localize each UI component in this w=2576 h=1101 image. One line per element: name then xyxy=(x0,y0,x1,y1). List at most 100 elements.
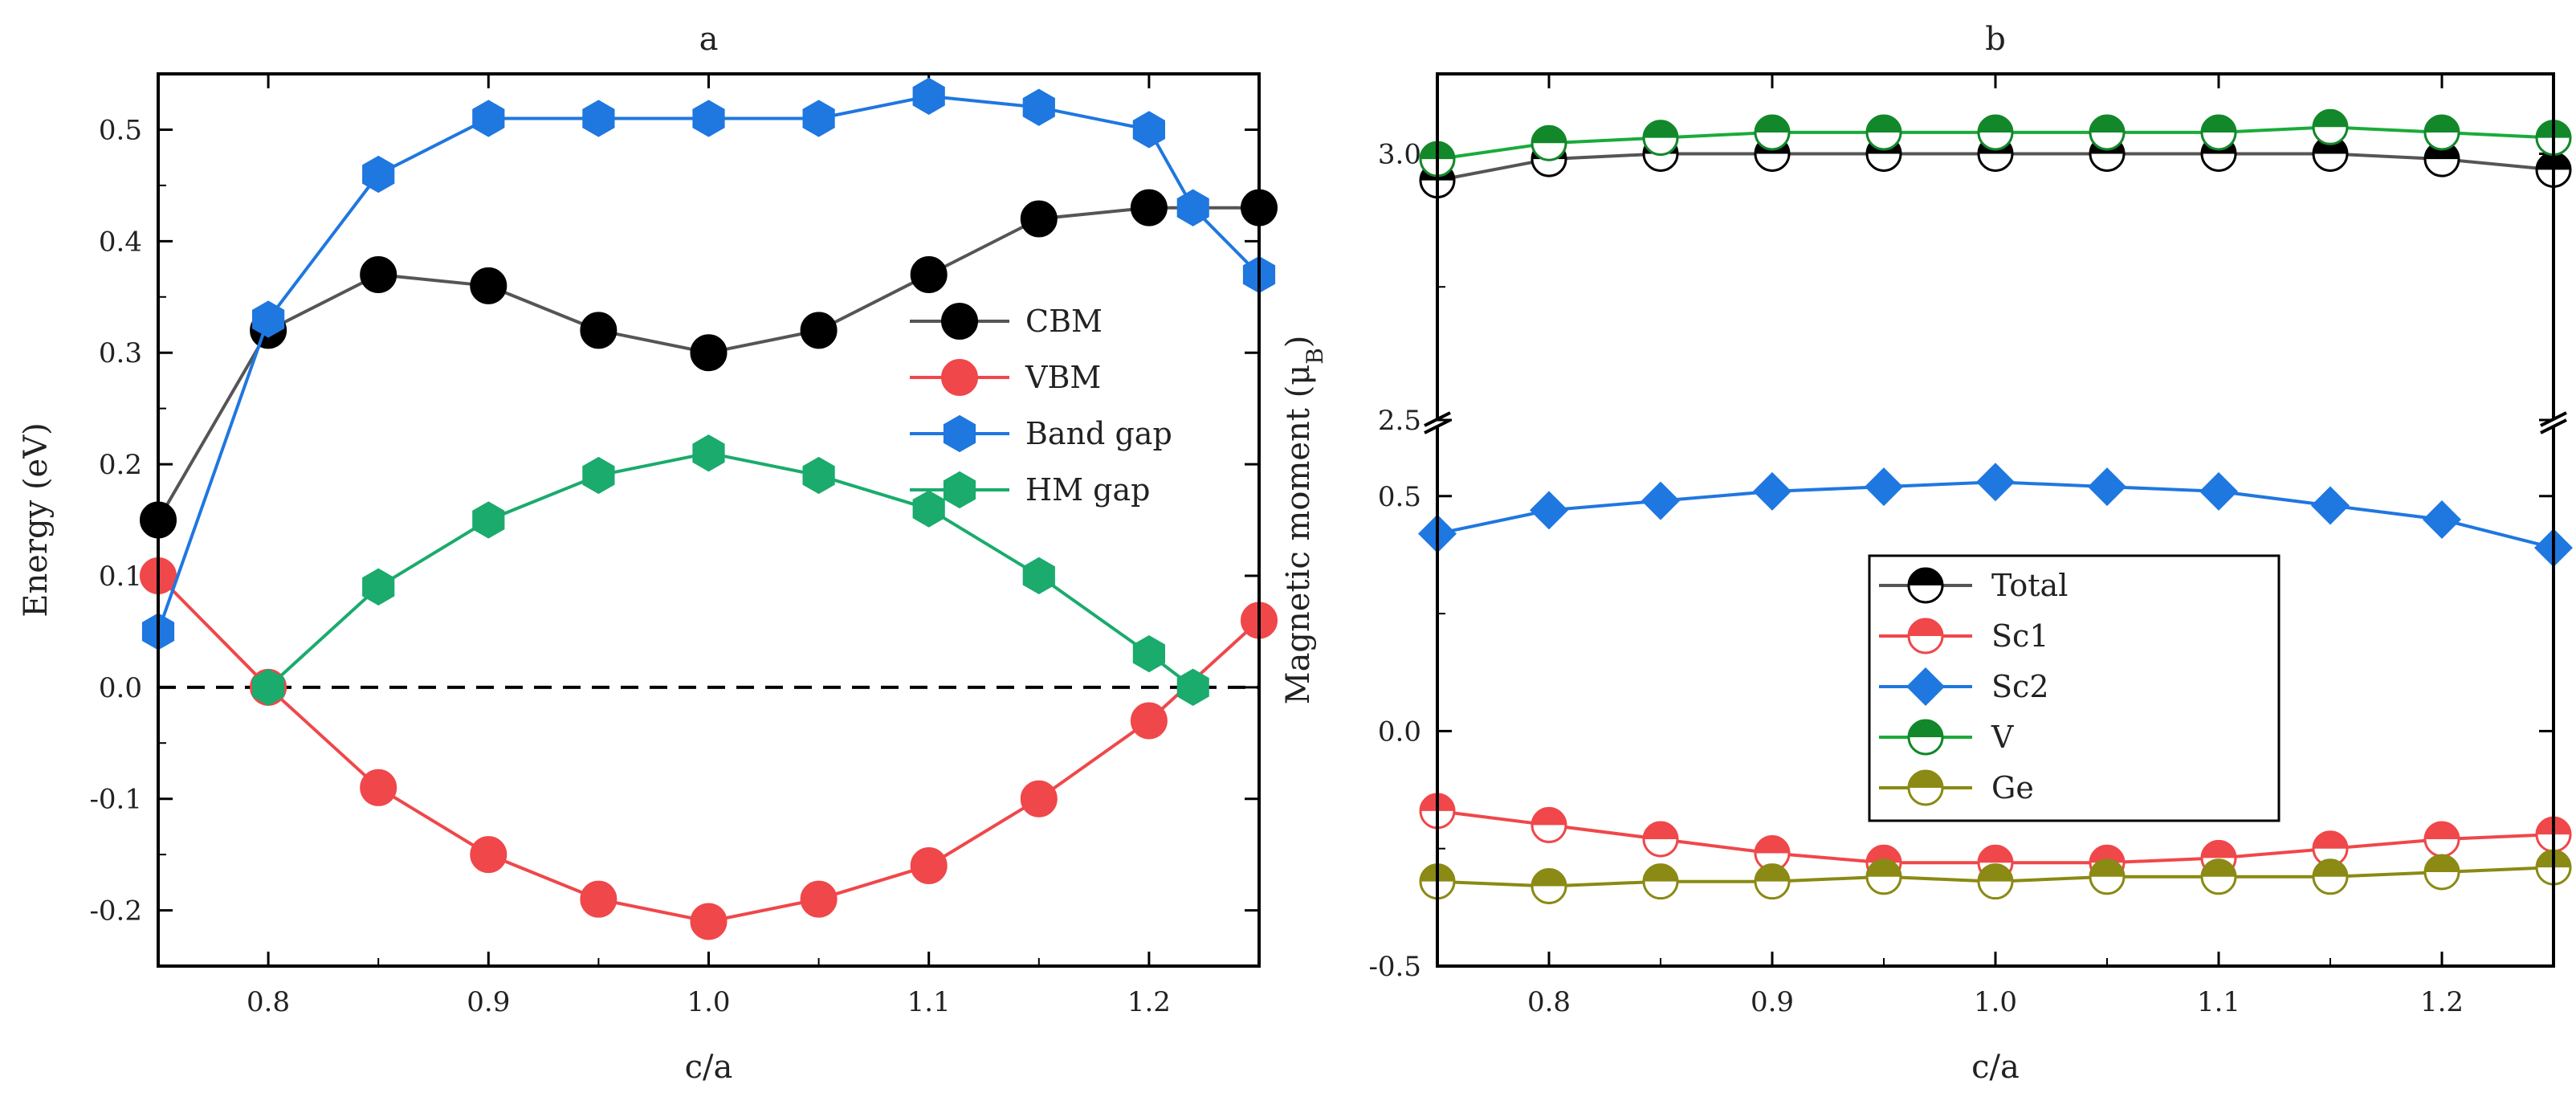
legend-marker xyxy=(943,471,976,509)
data-point xyxy=(1977,114,2014,151)
data-point xyxy=(2312,858,2349,895)
data-point xyxy=(470,836,507,874)
panel-a-title: a xyxy=(699,21,719,58)
legend-marker xyxy=(943,414,976,453)
data-point-fill xyxy=(1644,120,1677,138)
data-point xyxy=(1176,189,1209,226)
x-tick-label: 1.2 xyxy=(1127,986,1171,1018)
legend-label: Sc1 xyxy=(1991,618,2049,654)
legend-marker-fill xyxy=(1909,569,1942,585)
y-tick-label: -0.2 xyxy=(89,895,142,928)
data-point xyxy=(582,456,615,495)
data-point xyxy=(692,434,725,472)
legend-label: HM gap xyxy=(1025,472,1150,508)
x-tick-label: 1.1 xyxy=(907,986,951,1018)
data-point-fill xyxy=(2090,859,2124,877)
data-point xyxy=(1976,463,2015,502)
legend-marker xyxy=(1907,567,1944,604)
data-point xyxy=(690,334,728,372)
data-point xyxy=(2423,854,2460,891)
data-point-fill xyxy=(1755,864,1789,882)
data-point xyxy=(362,568,395,606)
series-v xyxy=(1419,108,2572,177)
x-tick-label: 1.1 xyxy=(2197,986,2240,1018)
data-point xyxy=(2200,858,2237,895)
series-sc2 xyxy=(1418,463,2573,568)
data-point xyxy=(2088,467,2126,507)
data-point xyxy=(1753,471,1791,511)
data-point-fill xyxy=(2202,841,2236,858)
data-point-fill xyxy=(1755,115,1789,133)
legend-item: Total xyxy=(1879,567,2068,604)
data-point-fill xyxy=(1867,115,1901,133)
legend-label: Ge xyxy=(1991,770,2034,805)
data-point xyxy=(362,155,395,194)
legend-label: VBM xyxy=(1025,360,1101,395)
data-point xyxy=(582,100,615,137)
data-point-fill xyxy=(1755,836,1789,854)
data-point-fill xyxy=(1979,864,2012,882)
plot-frame xyxy=(157,72,1261,968)
panel-b-title: b xyxy=(1985,21,2006,58)
data-point xyxy=(1754,114,1791,151)
data-point xyxy=(1865,114,1902,151)
data-point-fill xyxy=(2313,831,2347,849)
series-vbm xyxy=(140,557,1278,940)
axis-break-mark xyxy=(1424,411,1451,427)
x-axis-label: c/a xyxy=(685,1049,733,1086)
data-point xyxy=(2199,471,2238,511)
legend-label: CBM xyxy=(1025,304,1103,339)
data-point-fill xyxy=(2202,859,2236,877)
legend-marker xyxy=(1906,667,1945,706)
data-point xyxy=(1642,821,1679,858)
data-point-fill xyxy=(1979,115,2012,133)
legend-label: V xyxy=(1991,720,2014,755)
data-point xyxy=(1865,467,1903,507)
data-point xyxy=(1176,668,1209,706)
legend-marker xyxy=(1907,618,1944,654)
legend: CBM VBM Band gap HM gap xyxy=(910,303,1172,509)
panel-b: b 0.8 0.9 1.0 1.1 1.2 -0.5 0.0 0.5 2.5 3.0 Total Sc1… xyxy=(1280,21,2573,1086)
panel-a: a 0.8 0.9 1.0 1.1 1.2 -0.2 -0.1 0.0 0.1 0.2 0.3 0.4 0… xyxy=(18,21,1278,1086)
data-point xyxy=(912,490,945,528)
data-point xyxy=(1022,557,1055,595)
data-point-fill xyxy=(2090,115,2124,133)
legend-item: CBM xyxy=(910,303,1103,340)
data-point xyxy=(1130,189,1168,226)
data-point xyxy=(2311,486,2350,525)
legend-item: Ge xyxy=(1879,769,2034,806)
data-point xyxy=(2423,114,2460,151)
legend-label: Sc2 xyxy=(1991,669,2049,704)
x-tick-label: 1.2 xyxy=(2420,986,2464,1018)
y-tick-label: 3.0 xyxy=(1378,138,1421,170)
series-ge xyxy=(1419,849,2572,905)
data-point xyxy=(1531,868,1567,905)
y-tick-label: -0.1 xyxy=(89,784,142,816)
data-point xyxy=(1642,863,1679,900)
data-point xyxy=(800,312,838,349)
data-point xyxy=(1977,863,2014,900)
y-tick-label: 0.0 xyxy=(99,672,142,704)
data-point xyxy=(1865,858,1902,895)
y-tick-label: 0.5 xyxy=(1378,481,1421,513)
axis-break-mark xyxy=(2540,418,2567,434)
data-point-fill xyxy=(2202,115,2236,133)
data-point xyxy=(2089,858,2126,895)
y-tick-label: 0.2 xyxy=(99,449,142,481)
data-point xyxy=(252,300,285,338)
data-point xyxy=(1132,634,1165,673)
series-hm-gap xyxy=(252,434,1209,706)
legend-item: Sc1 xyxy=(1879,618,2049,654)
legend-item: V xyxy=(1879,719,2014,756)
data-point xyxy=(470,267,507,304)
plot-frame-upper xyxy=(1436,72,2555,420)
y-tick-label: 0.3 xyxy=(99,337,142,369)
data-point xyxy=(1754,835,1791,872)
data-point-fill xyxy=(1644,822,1677,839)
data-point xyxy=(1642,120,1679,157)
y-tick-label: 2.5 xyxy=(1378,405,1421,437)
series-cbm xyxy=(140,189,1278,539)
y-tick-label: 0.5 xyxy=(99,114,142,146)
data-point-fill xyxy=(1867,859,1901,877)
legend: Total Sc1 Sc2 V Ge xyxy=(1868,554,2280,822)
